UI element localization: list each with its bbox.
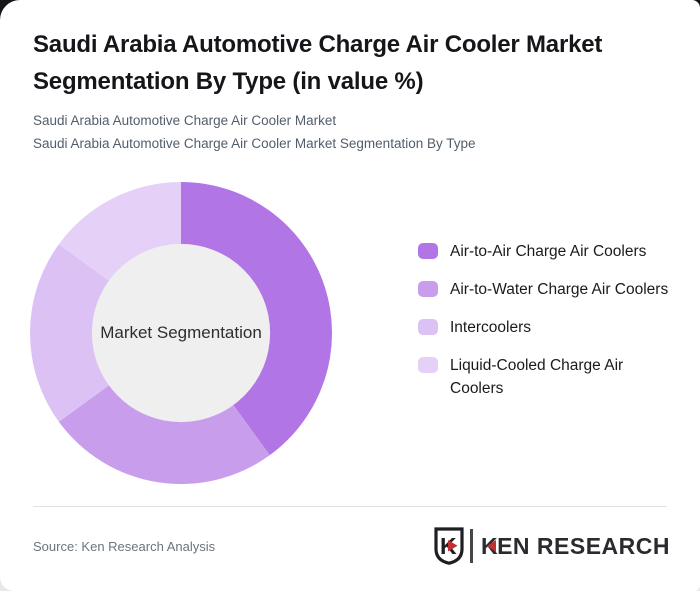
legend-swatch (418, 243, 438, 259)
legend-item: Air-to-Water Charge Air Coolers (418, 278, 680, 301)
donut-chart (30, 182, 332, 484)
donut-chart-svg (30, 182, 332, 484)
subtitle-line-2: Saudi Arabia Automotive Charge Air Coole… (33, 136, 476, 151)
footer-divider (33, 506, 667, 507)
logo-divider-bar (469, 529, 473, 563)
legend-swatch (418, 319, 438, 335)
donut-hole (91, 243, 271, 423)
legend-swatch (418, 281, 438, 297)
page-title: Saudi Arabia Automotive Charge Air Coole… (33, 31, 603, 95)
legend-item: Liquid-Cooled Charge Air Coolers (418, 354, 680, 400)
subtitle-block: Saudi Arabia Automotive Charge Air Coole… (33, 109, 653, 155)
source-note: Source: Ken Research Analysis (33, 539, 216, 554)
legend-label: Intercoolers (450, 319, 531, 336)
ken-research-logo: K KEN RESEARCH (434, 527, 670, 565)
logo-wordmark: K EN RESEARCH (481, 533, 670, 560)
legend-label: Liquid-Cooled Charge Air Coolers (450, 357, 624, 397)
legend-item: Air-to-Air Charge Air Coolers (418, 240, 680, 263)
legend-item: Intercoolers (418, 316, 680, 339)
subtitle-line-1: Saudi Arabia Automotive Charge Air Coole… (33, 113, 337, 128)
logo-shield-red-triangle-icon (447, 540, 458, 552)
chart-legend: Air-to-Air Charge Air Coolers Air-to-Wat… (418, 240, 680, 415)
logo-red-triangle-icon (487, 540, 497, 552)
legend-label: Air-to-Air Charge Air Coolers (450, 243, 647, 260)
logo-shield-icon: K (434, 527, 464, 565)
legend-swatch (418, 357, 438, 373)
legend-label: Air-to-Water Charge Air Coolers (450, 281, 669, 298)
logo-wordmark-rest: EN RESEARCH (497, 532, 670, 559)
